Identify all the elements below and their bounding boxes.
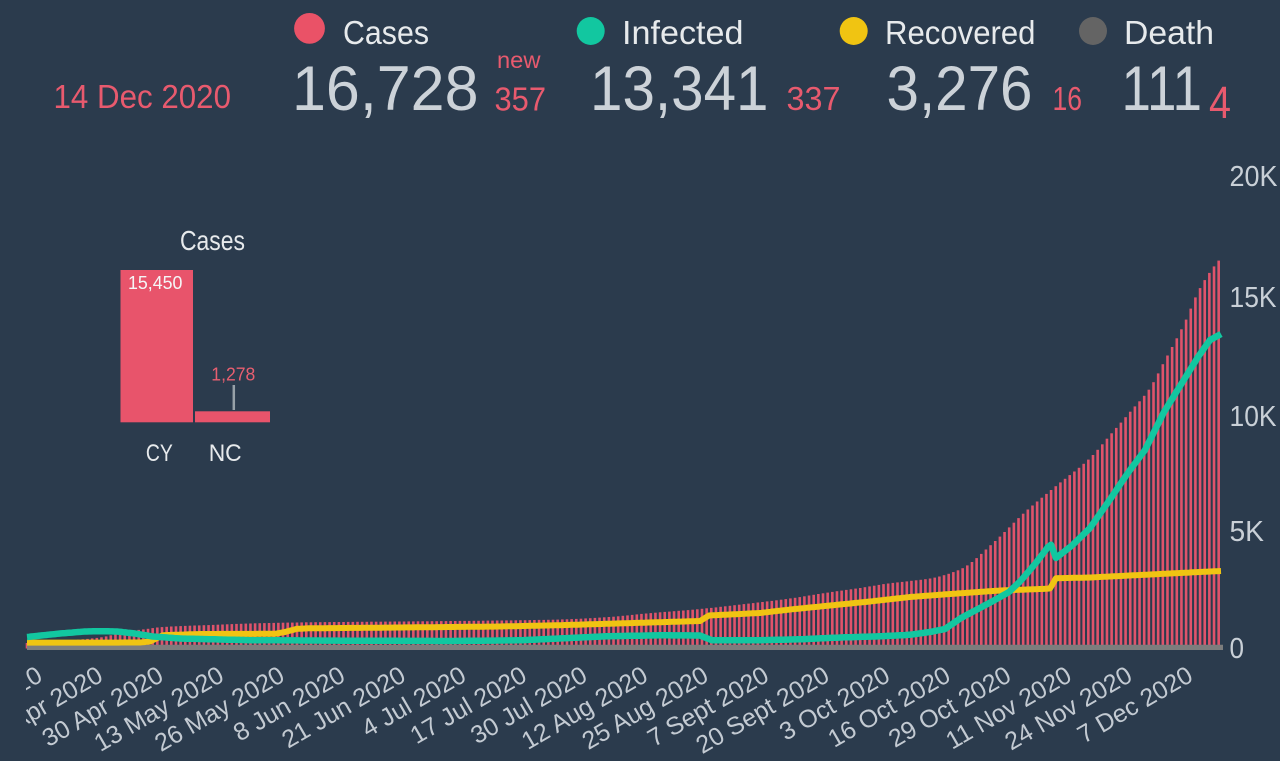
svg-text:20K: 20K [1230,161,1279,193]
svg-text:Cases: Cases [343,14,429,51]
svg-text:Infected: Infected [622,14,744,51]
svg-text:0: 0 [1230,633,1245,665]
svg-text:Death: Death [1124,14,1214,51]
svg-text:Recovered: Recovered [885,14,1036,51]
svg-text:Cases: Cases [180,225,245,256]
svg-text:111: 111 [1122,54,1203,124]
svg-text:15,450: 15,450 [128,273,183,293]
svg-text:337: 337 [787,80,841,117]
svg-text:NC: NC [209,440,242,467]
svg-text:14 Dec 2020: 14 Dec 2020 [54,78,232,115]
svg-text:CY: CY [146,440,173,467]
svg-text:16: 16 [1053,80,1083,117]
svg-text:357: 357 [495,81,547,118]
svg-text:15K: 15K [1230,282,1278,314]
svg-text:13,341: 13,341 [590,54,769,124]
svg-text:1,278: 1,278 [211,365,255,385]
svg-text:5K: 5K [1230,516,1265,548]
svg-text:16,728: 16,728 [292,54,479,124]
svg-text:3,276: 3,276 [887,54,1033,124]
svg-text:new: new [497,47,541,73]
svg-text:4: 4 [1209,77,1231,128]
svg-text:10K: 10K [1230,401,1278,433]
